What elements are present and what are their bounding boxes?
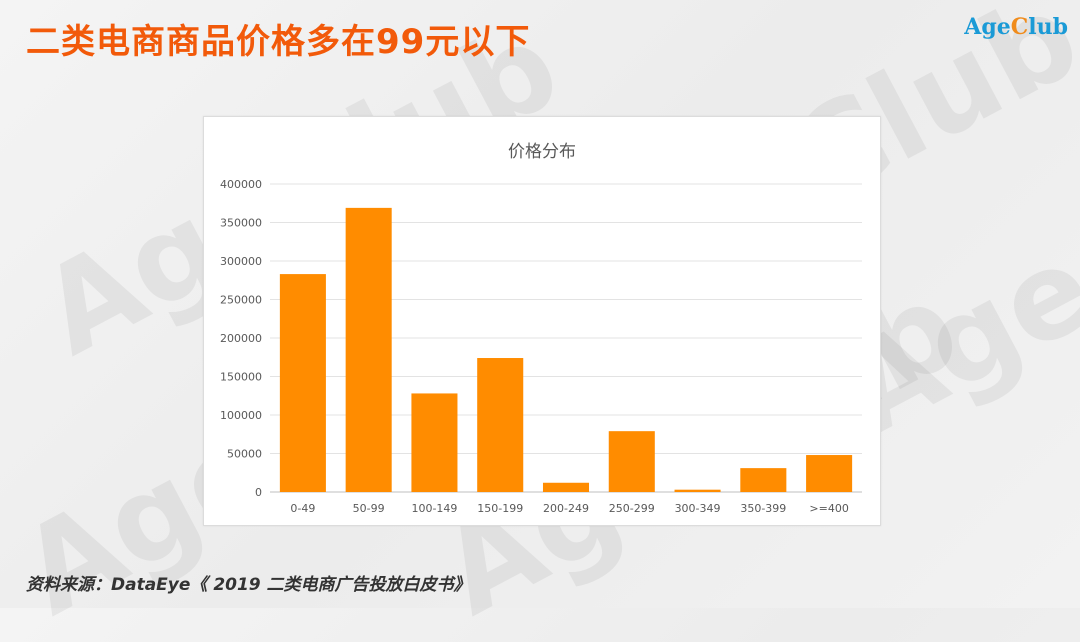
bar-1: [345, 207, 392, 492]
y-tick-label: 250000: [220, 294, 262, 307]
x-tick-label: 300-349: [675, 502, 721, 515]
source-note: 资料来源：DataEye《 2019 二类电商广告投放白皮书》: [26, 575, 471, 595]
x-tick-label: 250-299: [609, 502, 655, 515]
y-tick-label: 400000: [220, 178, 262, 191]
y-tick-label: 200000: [220, 332, 262, 345]
logo-text-main: Age: [964, 14, 1011, 40]
chart-title: 价格分布: [508, 142, 576, 162]
bar-2: [411, 393, 458, 492]
x-tick-label: 150-199: [477, 502, 523, 515]
bar-5: [608, 431, 655, 492]
y-tick-label: 350000: [220, 217, 262, 230]
slide-title: 二类电商商品价格多在99元以下: [26, 22, 531, 62]
bar-3: [477, 358, 524, 492]
bar-6: [674, 489, 721, 492]
y-tick-label: 100000: [220, 409, 262, 422]
bar-7: [740, 468, 787, 492]
logo-text-rest: lub: [1028, 14, 1068, 40]
x-tick-label: 100-149: [411, 502, 457, 515]
x-axis-ticks: 0-49 50-99 100-149 150-199 200-249 250-299 300…: [290, 502, 848, 515]
x-tick-label: 50-99: [353, 502, 385, 515]
x-tick-label: 200-249: [543, 502, 589, 515]
y-tick-label: 150000: [220, 371, 262, 384]
bar-4: [542, 482, 590, 492]
y-axis-ticks: 0 50000 100000 150000 200000 250000 300000 3500…: [220, 178, 262, 499]
logo-text-accent: C: [1010, 14, 1029, 40]
x-tick-label: 0-49: [290, 502, 315, 515]
x-tick-label: >=400: [809, 502, 848, 515]
y-tick-label: 300000: [220, 255, 262, 268]
chart-panel: 价格分布 0 50000 100000 150000 200000 250000 30000…: [203, 116, 881, 526]
bar-0: [279, 274, 326, 492]
bar-8: [806, 455, 853, 492]
y-tick-label: 0: [255, 486, 262, 499]
bar-chart: 价格分布 0 50000 100000 150000 200000 250000 30000…: [220, 142, 862, 515]
bars: [279, 207, 853, 492]
y-tick-label: 50000: [227, 448, 262, 461]
x-tick-label: 350-399: [740, 502, 786, 515]
ageclub-logo: AgeClub: [964, 14, 1068, 40]
